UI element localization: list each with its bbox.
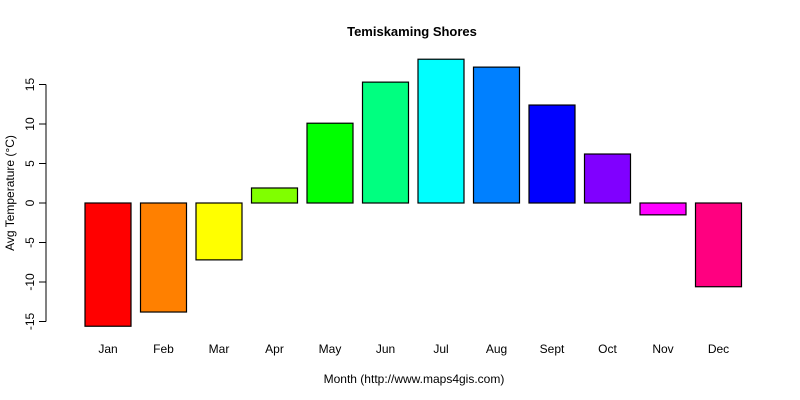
bar-feb bbox=[139, 202, 188, 313]
bar-sept bbox=[528, 104, 576, 204]
x-axis-label: Month (http://www.maps4gis.com) bbox=[324, 372, 505, 386]
y-axis: -15 -10 -5 0 5 10 15 bbox=[23, 78, 47, 331]
x-tick-label: Sept bbox=[540, 342, 565, 356]
y-tick-label: 0 bbox=[23, 199, 37, 206]
x-tick-label: Jun bbox=[376, 342, 395, 356]
y-tick-label: -5 bbox=[23, 237, 37, 248]
x-tick-label: Aug bbox=[486, 342, 507, 356]
y-tick-label: -15 bbox=[23, 313, 37, 331]
x-tick-label: Dec bbox=[708, 342, 729, 356]
y-tick-label: 15 bbox=[23, 78, 37, 92]
y-tick-label: -10 bbox=[23, 273, 37, 291]
x-tick-label: Oct bbox=[598, 342, 617, 356]
y-tick-label: 10 bbox=[23, 117, 37, 131]
x-tick-label: Feb bbox=[153, 342, 174, 356]
bar-jan bbox=[84, 202, 132, 327]
bar-jul bbox=[417, 58, 465, 204]
bar-jun bbox=[361, 81, 410, 204]
x-axis-labels: Jan Feb Mar Apr May Jun Jul Aug Sept Oct Nov Dec bbox=[98, 342, 729, 356]
x-tick-label: Jul bbox=[433, 342, 448, 356]
bar-mar bbox=[195, 202, 243, 261]
bars bbox=[84, 58, 743, 327]
bar-may bbox=[306, 122, 354, 204]
y-tick-label: 5 bbox=[23, 160, 37, 167]
bar-aug bbox=[472, 66, 521, 204]
bar-dec bbox=[694, 202, 743, 288]
bar-oct bbox=[583, 153, 632, 204]
bar-apr bbox=[250, 187, 299, 204]
x-tick-label: May bbox=[319, 342, 342, 356]
x-tick-label: Jan bbox=[98, 342, 117, 356]
x-tick-label: Mar bbox=[209, 342, 230, 356]
bar-nov bbox=[639, 202, 687, 216]
chart-title: Temiskaming Shores bbox=[347, 24, 477, 39]
x-tick-label: Nov bbox=[652, 342, 673, 356]
x-tick-label: Apr bbox=[265, 342, 284, 356]
y-axis-label: Avg Temperature (°C) bbox=[3, 135, 17, 251]
